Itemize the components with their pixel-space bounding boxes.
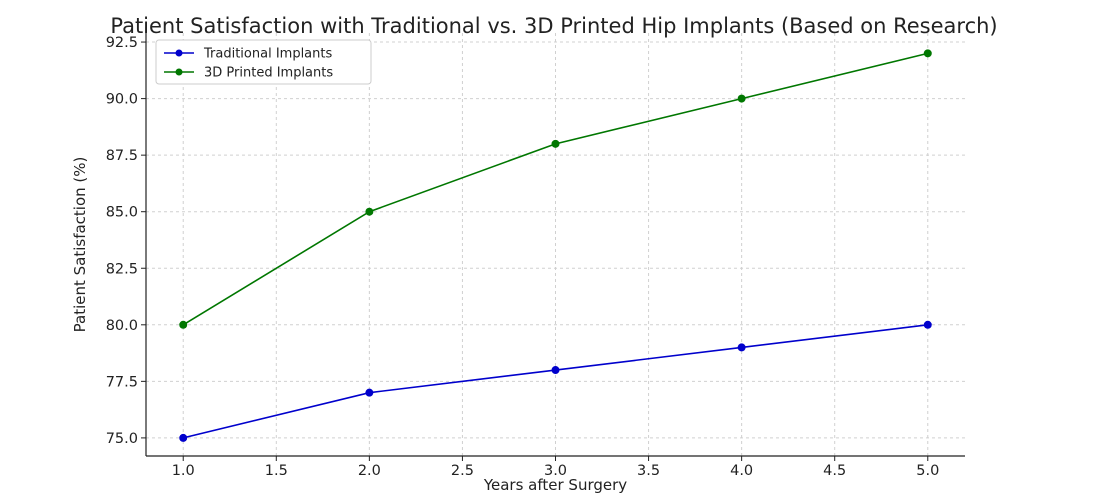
y-tick-label: 75.0 xyxy=(106,431,138,447)
series-2 xyxy=(179,49,932,329)
x-tick-label: 3.0 xyxy=(544,463,567,479)
axes xyxy=(145,27,965,457)
x-tick-label: 1.0 xyxy=(172,463,195,479)
data-point xyxy=(179,320,188,329)
data-point xyxy=(551,366,560,375)
x-tick-label: 4.5 xyxy=(823,463,846,479)
x-tick-label: 2.5 xyxy=(451,463,474,479)
y-tick-label: 92.5 xyxy=(106,35,138,51)
y-tick-label: 77.5 xyxy=(106,374,138,390)
series xyxy=(179,49,932,442)
legend-items: Traditional Implants 3D Printed Implants xyxy=(164,47,333,81)
data-point xyxy=(923,49,932,58)
y-tick-label: 80.0 xyxy=(106,318,138,334)
x-axis-label: Years after Surgery xyxy=(483,476,627,494)
x-tick-label: 1.5 xyxy=(265,463,288,479)
data-point xyxy=(737,343,746,352)
series-1 xyxy=(179,320,932,442)
y-tick-label: 82.5 xyxy=(106,261,138,277)
legend-swatch-marker xyxy=(175,68,183,76)
tick-labels: 1.0 1.5 2.0 2.5 3.0 3.5 4.0 4.5 5.0 75.0 77.5 80.0 8… xyxy=(106,35,940,479)
grid xyxy=(146,33,965,456)
y-tick-label: 85.0 xyxy=(106,205,138,221)
x-tick-label: 2.0 xyxy=(358,463,381,479)
data-point xyxy=(365,388,374,397)
x-tick-label: 5.0 xyxy=(916,463,939,479)
data-point xyxy=(551,139,560,148)
legend-item: 3D Printed Implants xyxy=(164,66,333,81)
legend: Traditional Implants 3D Printed Implants xyxy=(155,39,372,85)
chart-title: Patient Satisfaction with Traditional vs… xyxy=(110,14,997,38)
y-tick-label: 87.5 xyxy=(106,148,138,164)
x-tick-label: 3.5 xyxy=(637,463,660,479)
legend-box xyxy=(155,39,372,85)
data-point xyxy=(737,94,746,103)
data-point xyxy=(179,433,188,442)
legend-item: Traditional Implants xyxy=(164,47,332,62)
y-tick-label: 90.0 xyxy=(106,92,138,108)
legend-swatch-marker xyxy=(175,49,183,57)
legend-label: 3D Printed Implants xyxy=(204,66,333,81)
x-tick-label: 4.0 xyxy=(730,463,753,479)
legend-label: Traditional Implants xyxy=(203,47,332,62)
data-point xyxy=(923,320,932,329)
y-axis-label: Patient Satisfaction (%) xyxy=(71,157,89,333)
data-point xyxy=(365,207,374,216)
